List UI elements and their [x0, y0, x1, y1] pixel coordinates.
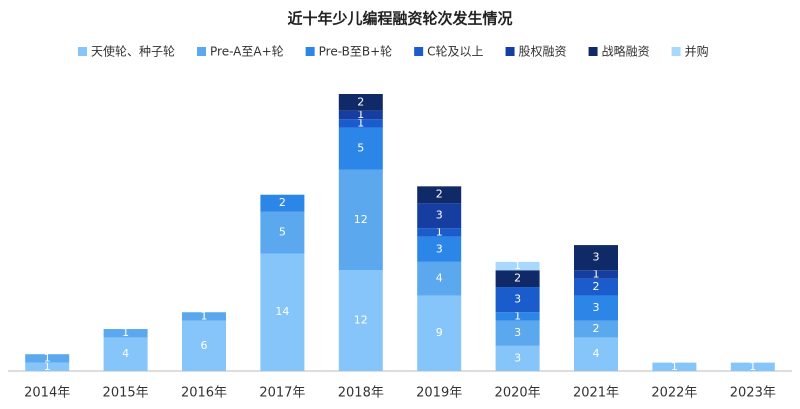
data-label: 4 — [122, 347, 129, 360]
bar-segment — [417, 186, 462, 204]
bar-segment — [338, 270, 383, 371]
x-tick-label: 2022年 — [651, 386, 697, 401]
x-tick-label: 2020年 — [495, 386, 541, 401]
bar-segment — [338, 127, 383, 170]
bar-segment — [417, 203, 462, 229]
legend-swatch — [505, 47, 515, 56]
x-tick-label: 2019年 — [416, 386, 462, 401]
bar-segment — [260, 253, 305, 371]
x-tick-label: 2016年 — [181, 386, 227, 401]
legend-label: 并购 — [685, 44, 709, 59]
legend-swatch — [305, 47, 315, 56]
data-label: 1 — [357, 116, 364, 129]
bar-segment — [182, 312, 226, 321]
legend-label: 战略融资 — [602, 44, 650, 59]
x-tick-label: 2017年 — [259, 386, 305, 401]
data-label: 1 — [749, 360, 756, 373]
x-tick-label: 2015年 — [103, 386, 149, 401]
bar-segment — [574, 245, 618, 271]
bar-segment — [495, 287, 540, 313]
data-label: 3 — [593, 301, 600, 314]
bar-segment — [495, 345, 540, 371]
bar-segment — [730, 362, 775, 371]
bar-segment — [338, 110, 383, 120]
data-label: 1 — [201, 309, 208, 322]
data-label: 4 — [436, 272, 443, 285]
data-label: 2 — [436, 188, 443, 201]
bar-segment — [495, 320, 540, 346]
x-tick-label: 2014年 — [24, 386, 70, 401]
data-label: 2 — [514, 272, 521, 285]
data-label: 3 — [436, 209, 443, 222]
data-label: 4 — [593, 347, 600, 360]
legend-label: Pre-B至B+轮 — [319, 45, 393, 59]
legend-label: 天使轮、种子轮 — [91, 44, 175, 59]
bar-segment — [417, 295, 462, 371]
legend-label: 股权融资 — [519, 45, 567, 59]
bar-segment — [574, 270, 618, 279]
legend-swatch — [78, 47, 87, 56]
bar-segment — [103, 337, 148, 371]
legend-label: Pre-A至A+轮 — [210, 45, 284, 59]
legend-swatch — [197, 47, 207, 56]
legend-swatch — [671, 47, 681, 56]
data-label: 1 — [593, 267, 600, 280]
legend-swatch — [588, 47, 598, 56]
data-label: 6 — [201, 339, 208, 352]
data-label: 1 — [436, 226, 443, 239]
data-label: 3 — [593, 251, 600, 264]
data-label: 1 — [671, 360, 678, 373]
data-label: 3 — [514, 351, 521, 364]
bar-segment — [417, 236, 462, 262]
data-label: 1 — [357, 108, 364, 121]
chart-title: 近十年少儿编程融资轮次发生情况 — [287, 10, 512, 28]
bar-segment — [574, 337, 618, 371]
bar-segment — [574, 278, 618, 296]
bar-segment — [338, 94, 383, 111]
data-label: 2 — [279, 196, 286, 209]
bar-segment — [417, 228, 462, 237]
bar-segment — [574, 320, 618, 338]
bar-segment — [25, 354, 70, 363]
data-label: 1 — [44, 351, 51, 364]
data-label: 5 — [357, 142, 364, 155]
bar-segment — [495, 312, 540, 321]
data-label: 12 — [354, 314, 368, 327]
bar-segment — [260, 194, 305, 212]
data-label: 3 — [514, 326, 521, 339]
bar-segment — [25, 362, 70, 371]
bar-segment — [182, 320, 226, 371]
x-tick-label: 2021年 — [573, 386, 619, 401]
data-label: 2 — [593, 280, 600, 293]
bar-segment — [495, 261, 540, 271]
data-label: 3 — [514, 293, 521, 306]
x-tick-label: 2018年 — [338, 386, 384, 401]
bar-segment — [103, 329, 148, 338]
data-label: 1 — [122, 326, 129, 339]
data-label: 14 — [275, 305, 289, 318]
data-label: 1 — [514, 309, 521, 322]
data-label: 2 — [357, 95, 364, 108]
bar-segment — [652, 362, 697, 371]
data-label: 2 — [593, 322, 600, 335]
data-label: 1 — [44, 360, 51, 373]
data-label: 9 — [436, 326, 443, 339]
data-label: 12 — [354, 213, 368, 226]
bar-segment — [495, 270, 540, 288]
legend-label: C轮及以上 — [427, 45, 483, 59]
bar-segment — [417, 261, 462, 296]
data-label: 3 — [436, 242, 443, 255]
data-label: 5 — [279, 226, 286, 239]
bar-segment — [260, 211, 305, 254]
x-tick-label: 2023年 — [730, 386, 776, 401]
data-label: 1 — [514, 259, 521, 272]
bar-segment — [338, 169, 383, 271]
legend-swatch — [414, 47, 424, 56]
bar-segment — [574, 295, 618, 321]
bar-segment — [338, 119, 383, 128]
